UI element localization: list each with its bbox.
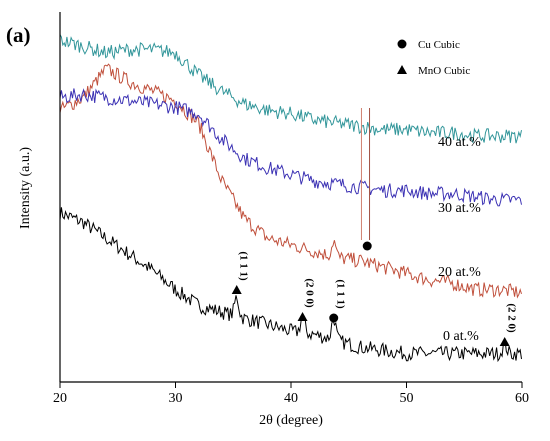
legend-circle-marker	[397, 39, 407, 49]
series-label-30: 30 at.%	[438, 201, 481, 216]
mno-peak-marker	[231, 285, 242, 294]
miller-index-label: (1 1 1)	[335, 279, 347, 309]
series-label-20: 20 at.%	[438, 265, 481, 280]
x-tick-label: 40	[284, 391, 298, 406]
miller-index-label: (1 1 1)	[238, 251, 250, 281]
mno-peak-marker	[499, 337, 510, 346]
x-ticks: 20 30 40 50 60	[53, 382, 529, 406]
legend-triangle-marker	[397, 65, 407, 74]
series-layer	[59, 34, 522, 363]
y-axis-title: Intensity (a.u.)	[18, 147, 33, 229]
x-axis-title: 2θ (degree)	[259, 413, 323, 428]
legend: Cu Cubic MnO Cubic	[397, 39, 470, 77]
cu-peak-marker	[329, 313, 339, 323]
panel-label: (a)	[6, 23, 31, 47]
miller-index-label: (2 0 0)	[304, 278, 316, 308]
series-line-3	[59, 34, 522, 144]
x-tick-label: 30	[169, 391, 183, 406]
annotation-layer: (1 1 1) (2 0 0) (1 1 1) (2 2 0)	[231, 108, 518, 346]
series-line-2	[59, 88, 522, 207]
miller-index-label: (2 2 0)	[506, 303, 518, 333]
series-line-1	[59, 63, 522, 299]
cu-peak-marker	[362, 241, 372, 251]
series-label-40: 40 at.%	[438, 135, 481, 150]
mno-peak-marker	[297, 312, 308, 321]
x-tick-label: 50	[400, 391, 414, 406]
series-label-0: 0 at.%	[443, 329, 479, 344]
x-tick-label: 60	[515, 391, 529, 406]
legend-label-cu: Cu Cubic	[418, 39, 460, 51]
legend-label-mno: MnO Cubic	[418, 65, 470, 77]
x-tick-label: 20	[53, 391, 67, 406]
series-line-0	[59, 207, 522, 363]
